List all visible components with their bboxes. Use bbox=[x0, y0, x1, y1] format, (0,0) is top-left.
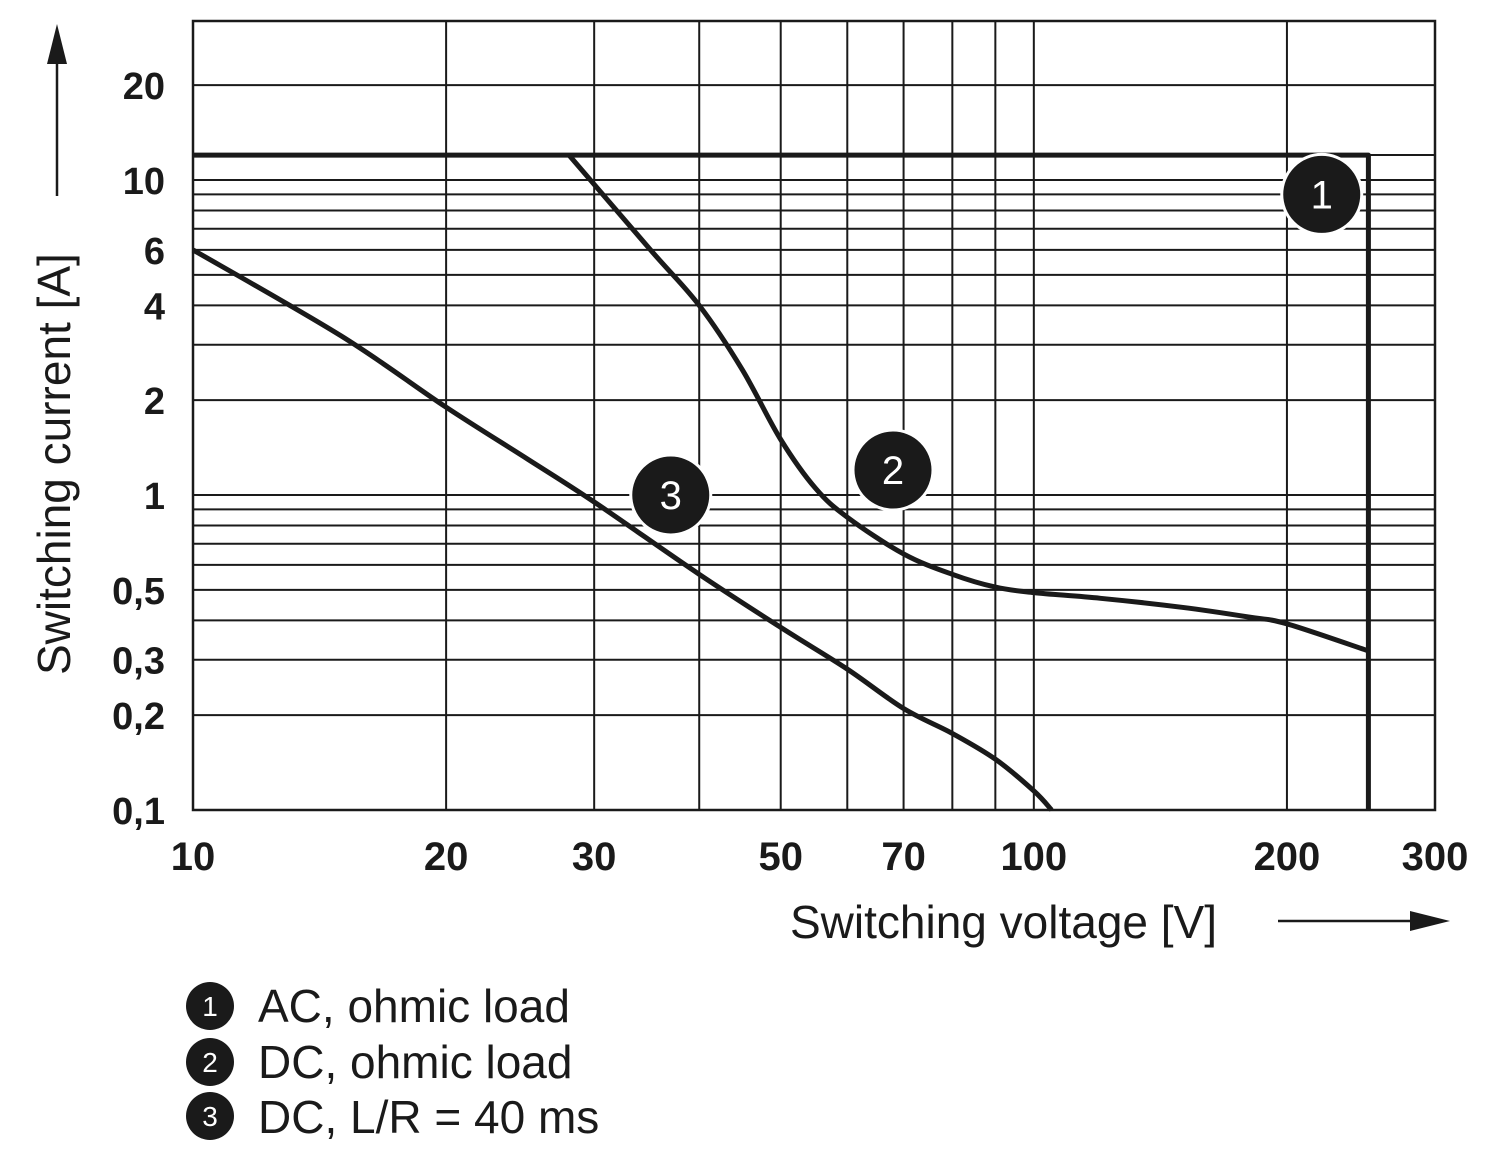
x-tick-label: 300 bbox=[1402, 835, 1469, 879]
y-tick-label: 2 bbox=[144, 381, 165, 423]
legend-marker-2-number: 2 bbox=[202, 1047, 218, 1078]
series-1-line bbox=[193, 152, 1371, 810]
x-tick-label: 30 bbox=[572, 835, 617, 879]
x-axis-label-group: Switching voltage [V] bbox=[790, 896, 1450, 948]
plot-frame bbox=[191, 19, 1437, 812]
legend-label-2: DC, ohmic load bbox=[258, 1036, 572, 1088]
series-2-line bbox=[567, 153, 1370, 654]
x-tick-label: 70 bbox=[881, 835, 926, 879]
legend-marker-1-icon bbox=[186, 982, 234, 1030]
y-tick-labels: 20 10 6 4 2 1 0,5 0,3 0,2 0,1 bbox=[112, 66, 165, 833]
y-axis-label: Switching current [A] bbox=[28, 253, 80, 675]
series-3-marker-number: 3 bbox=[660, 474, 682, 518]
x-tick-labels: 10 20 30 50 70 100 200 300 bbox=[171, 835, 1469, 879]
x-tick-label: 200 bbox=[1254, 835, 1321, 879]
legend: 1 AC, ohmic load 2 DC, ohmic load 3 DC, … bbox=[186, 980, 599, 1143]
y-tick-label: 0,1 bbox=[112, 791, 165, 833]
series-3-marker-icon bbox=[629, 453, 713, 537]
series-2-marker-icon bbox=[851, 428, 935, 512]
series-1-marker-number: 1 bbox=[1311, 173, 1333, 217]
series-3-line bbox=[191, 247, 1054, 812]
y-axis-arrow-head bbox=[47, 24, 67, 64]
grid bbox=[193, 21, 1435, 810]
legend-marker-2-icon bbox=[186, 1038, 234, 1086]
y-tick-label: 1 bbox=[144, 476, 165, 518]
y-tick-label: 0,5 bbox=[112, 571, 165, 613]
y-tick-label: 0,3 bbox=[112, 641, 165, 683]
y-tick-label: 20 bbox=[123, 66, 165, 108]
x-axis-arrow-head bbox=[1410, 911, 1450, 931]
x-tick-label: 50 bbox=[758, 835, 803, 879]
legend-marker-3-number: 3 bbox=[202, 1101, 218, 1132]
y-axis-label-group: Switching current [A] bbox=[28, 24, 80, 675]
legend-marker-1-number: 1 bbox=[202, 991, 218, 1022]
legend-label-1: AC, ohmic load bbox=[258, 980, 570, 1032]
x-axis-label: Switching voltage [V] bbox=[790, 896, 1217, 948]
y-tick-label: 4 bbox=[144, 286, 165, 328]
legend-item-3: 3 DC, L/R = 40 ms bbox=[186, 1091, 599, 1143]
series-2-marker-number: 2 bbox=[882, 449, 904, 493]
legend-label-3: DC, L/R = 40 ms bbox=[258, 1091, 599, 1143]
legend-item-1: 1 AC, ohmic load bbox=[186, 980, 570, 1032]
x-tick-label: 100 bbox=[1000, 835, 1067, 879]
x-tick-label: 20 bbox=[424, 835, 469, 879]
y-tick-label: 6 bbox=[144, 231, 165, 273]
series-1-marker-icon bbox=[1280, 152, 1364, 236]
x-tick-label: 10 bbox=[171, 835, 216, 879]
series-markers: 1 2 3 bbox=[629, 152, 1364, 537]
legend-item-2: 2 DC, ohmic load bbox=[186, 1036, 572, 1088]
y-tick-label: 10 bbox=[123, 161, 165, 203]
y-tick-label: 0,2 bbox=[112, 696, 165, 738]
series-curves bbox=[191, 152, 1371, 812]
legend-marker-3-icon bbox=[186, 1092, 234, 1140]
